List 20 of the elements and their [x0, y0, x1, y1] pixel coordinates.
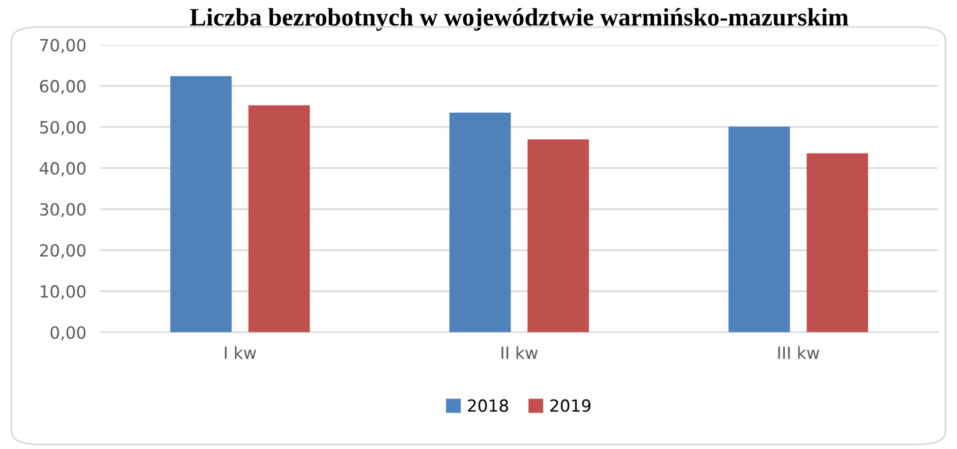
bar [728, 126, 790, 332]
y-tick-label: 0,00 [50, 326, 86, 341]
y-tick-label: 40,00 [40, 162, 86, 176]
y-tick-label: 60,00 [40, 80, 86, 94]
y-tick-label: 50,00 [40, 120, 86, 136]
legend-label: 2019 [550, 399, 590, 412]
y-tick-label: 20,00 [40, 244, 86, 258]
bar [248, 105, 310, 332]
y-tick-label: 10,00 [40, 285, 86, 300]
legend-label: 2018 [468, 399, 508, 412]
bar [528, 139, 589, 332]
bar [806, 153, 868, 332]
y-tick-label: 70,00 [40, 38, 86, 54]
bar [170, 76, 232, 332]
x-tick-label: II kw [502, 346, 538, 359]
x-tick-label: III kw [778, 346, 820, 359]
chart-title: Liczba bezrobotnych w województwie warmińsko-mazurskim [190, 8, 848, 31]
x-tick-label: I kw [224, 346, 256, 359]
y-tick-label: 30,00 [40, 203, 86, 218]
bar [449, 112, 511, 332]
